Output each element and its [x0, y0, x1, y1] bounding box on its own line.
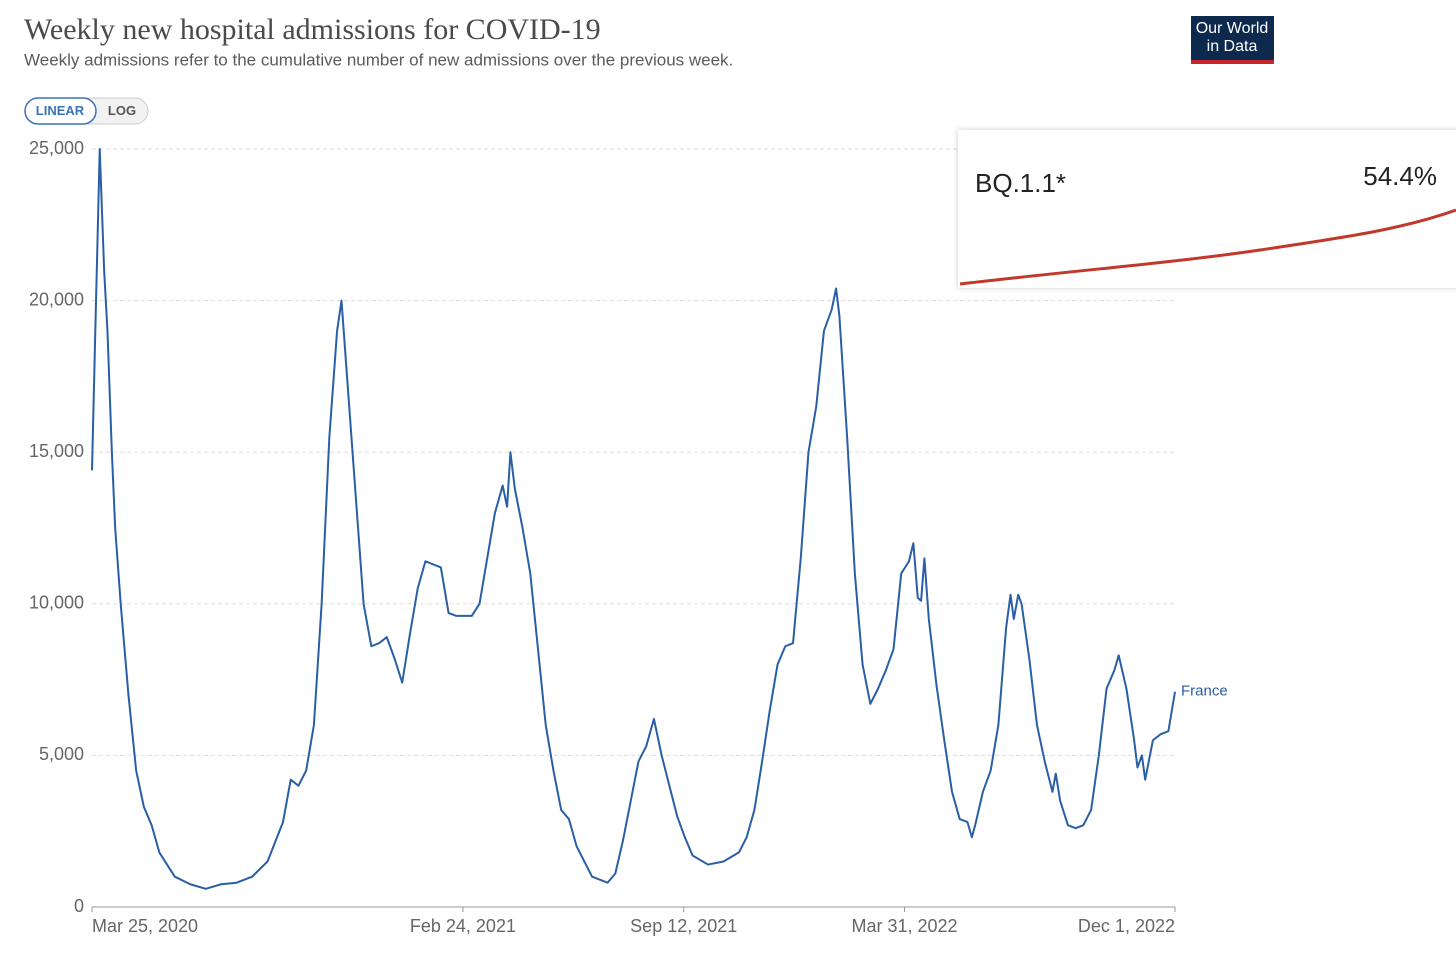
series-label: France — [1181, 683, 1228, 700]
x-tick-label: Mar 31, 2022 — [851, 916, 957, 936]
chart-title: Weekly new hospital admissions for COVID… — [24, 13, 601, 46]
y-tick-label: 5,000 — [39, 744, 84, 764]
y-tick-label: 10,000 — [29, 593, 84, 613]
chart-subtitle: Weekly admissions refer to the cumulativ… — [24, 50, 733, 69]
plot: 0 5,000 10,000 15,000 20,000 25,000 Mar 25, 20… — [29, 138, 1228, 936]
y-tick-label: 25,000 — [29, 138, 84, 158]
overlay-box — [958, 130, 1456, 288]
x-tick-label: Sep 12, 2021 — [630, 916, 737, 936]
y-tick-label: 0 — [74, 896, 84, 916]
logo-text: Our World — [1196, 20, 1269, 37]
x-tick-label: Mar 25, 2020 — [92, 916, 198, 936]
logo: Our World in Data — [1191, 16, 1274, 64]
linear-button[interactable] — [24, 97, 97, 125]
overlay-line — [959, 208, 1456, 286]
logo-bar — [1191, 60, 1274, 64]
y-tick-label: 15,000 — [29, 441, 84, 461]
x-tick-label: Feb 24, 2021 — [410, 916, 516, 936]
x-tick-label: Dec 1, 2022 — [1078, 916, 1175, 936]
logo-text: in Data — [1207, 38, 1258, 55]
overlay-label: BQ.1.1* — [975, 168, 1066, 198]
y-tick-label: 20,000 — [29, 289, 84, 309]
logo-box — [1191, 16, 1274, 64]
line — [91, 148, 1176, 890]
scale-toggle: LINEAR LOG — [24, 97, 149, 125]
overlay-value: 54.4% — [1363, 161, 1437, 191]
linear-label[interactable]: LINEAR — [36, 103, 85, 118]
log-label[interactable]: LOG — [108, 103, 136, 118]
overlay: BQ.1.1* 54.4% — [958, 130, 1456, 288]
